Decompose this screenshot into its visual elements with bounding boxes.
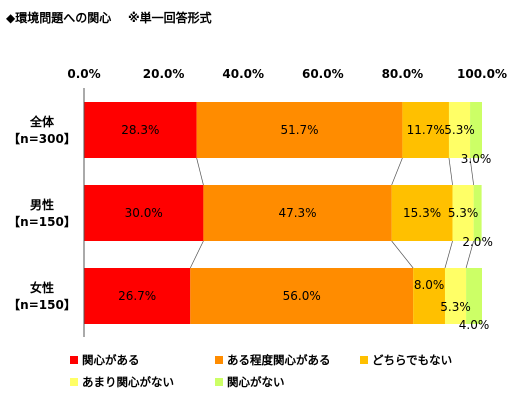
x-tick-label: 60.0% xyxy=(302,67,344,81)
legend-swatch xyxy=(215,378,223,386)
series-connector-line xyxy=(469,157,474,186)
data-label: 2.0% xyxy=(462,235,493,249)
legend-item: ある程度関心がある xyxy=(215,352,331,368)
data-label: 5.3% xyxy=(448,206,479,220)
series-connector-line xyxy=(448,157,453,186)
data-label: 56.0% xyxy=(283,289,321,303)
bar-segment xyxy=(452,185,474,241)
legend-item: 関心がある xyxy=(70,352,140,368)
legend-item: 関心がない xyxy=(215,374,285,390)
legend-swatch xyxy=(70,356,78,364)
data-label: 47.3% xyxy=(278,206,316,220)
data-label: 51.7% xyxy=(280,123,318,137)
data-label: 8.0% xyxy=(414,278,445,292)
legend-label: どちらでもない xyxy=(372,353,453,367)
legend-label: 関心がない xyxy=(227,375,285,389)
data-label: 3.0% xyxy=(461,152,492,166)
chart-title: ◆環境問題への関心 ※単一回答形式 xyxy=(6,9,212,26)
legend-swatch xyxy=(70,378,78,386)
data-label: 15.3% xyxy=(403,206,441,220)
series-connector-line xyxy=(391,240,414,269)
category-label: 全体 xyxy=(29,114,55,129)
legend-item: あまり関心がない xyxy=(70,374,174,390)
bar-segment xyxy=(203,185,392,241)
bar-segment xyxy=(448,102,471,158)
legend-label: あまり関心がない xyxy=(82,375,174,389)
x-tick-label: 40.0% xyxy=(222,67,264,81)
bar-segment xyxy=(402,102,449,158)
series-connector-line xyxy=(465,240,474,269)
category-label: 女性 xyxy=(30,280,54,295)
series-connector-line xyxy=(189,240,204,269)
legend-swatch xyxy=(215,356,223,364)
bar-segment xyxy=(413,268,445,324)
category-n-label: 【n=150】 xyxy=(8,214,76,229)
x-tick-label: 0.0% xyxy=(67,67,100,81)
x-tick-label: 20.0% xyxy=(143,67,185,81)
bar-segment xyxy=(444,268,467,324)
x-tick-label: 100.0% xyxy=(457,67,507,81)
legend-label: ある程度関心がある xyxy=(227,353,331,367)
bar-segment xyxy=(470,102,482,158)
data-label: 28.3% xyxy=(121,123,159,137)
category-label: 男性 xyxy=(30,197,54,212)
data-label: 11.7% xyxy=(407,123,445,137)
bar-segment xyxy=(473,185,482,241)
series-connector-line xyxy=(196,157,204,186)
bar-segment xyxy=(84,185,204,241)
bar-segment xyxy=(196,102,403,158)
data-label: 30.0% xyxy=(125,206,163,220)
answer-format-note: ※単一回答形式 xyxy=(127,11,212,25)
series-connector-line xyxy=(391,157,403,186)
legend-label: 関心がある xyxy=(82,353,140,367)
bar-segment xyxy=(84,268,191,324)
bar-segment xyxy=(466,268,482,324)
data-label: 26.7% xyxy=(118,289,156,303)
x-tick-label: 80.0% xyxy=(382,67,424,81)
legend-item: どちらでもない xyxy=(360,352,452,368)
bar-segment xyxy=(190,268,414,324)
data-label: 5.3% xyxy=(444,123,475,137)
category-n-label: 【n=300】 xyxy=(8,131,76,146)
legend-swatch xyxy=(360,356,368,364)
bar-segment xyxy=(391,185,453,241)
category-n-label: 【n=150】 xyxy=(8,297,76,312)
data-label: 5.3% xyxy=(440,300,471,314)
bar-segment xyxy=(84,102,197,158)
data-label: 4.0% xyxy=(459,318,490,332)
chart-title-text: ◆環境問題への関心 xyxy=(6,11,112,25)
series-connector-line xyxy=(444,240,453,269)
